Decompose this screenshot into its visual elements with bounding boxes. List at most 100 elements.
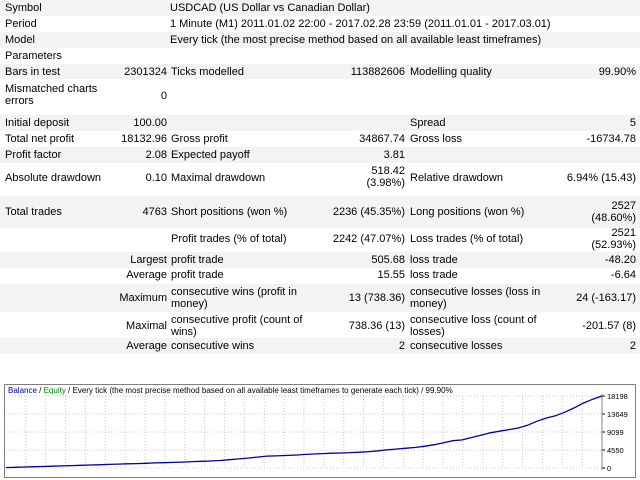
maximum-label: Maximum [119,292,167,304]
largest-label: Largest [130,254,167,266]
legend-separator: / [37,386,44,395]
maximal-consecutive-loss-label-line2: losses) [410,326,445,338]
ticks-label: Ticks modelled [171,66,244,78]
balance-chart: Balance / Equity / Every tick (the most … [4,384,636,478]
y-tick-label: 0 [607,464,611,473]
maximal-consecutive-profit-label-line1: consecutive profit (count of [171,314,303,326]
long-positions-label: Long positions (won %) [410,206,525,218]
absolute-drawdown-value: 0.10 [145,172,167,184]
max-consecutive-wins-label-line1: consecutive wins (profit in [171,286,297,298]
legend-equity: Equity [44,386,66,395]
max-consecutive-losses-label-line1: consecutive losses (loss in [410,286,541,298]
maximal-drawdown-value-line1: 518.42 [371,165,405,177]
quality-value: 99.90% [598,66,636,78]
parameters-label: Parameters [5,50,62,62]
maximal-drawdown-value-line2: (3.98%) [366,177,405,189]
long-positions-value-line1: 2527 [611,200,636,212]
quality-label: Modelling quality [410,66,492,78]
row-stripe [0,32,640,48]
average-consecutive-wins-label: consecutive wins [171,340,255,352]
spread-value: 5 [629,117,636,129]
row-stripe [0,147,640,163]
symbol-value: USDCAD (US Dollar vs Canadian Dollar) [170,2,370,14]
symbol-label: Symbol [5,2,42,14]
expected-payoff-label: Expected payoff [171,149,250,161]
balance-chart-svg: Balance / Equity / Every tick (the most … [4,384,636,478]
maximal-label: Maximal [126,320,167,332]
average-loss-value: -6.64 [610,269,636,281]
y-tick-label: 9099 [607,428,624,437]
relative-drawdown-value: 6.94% (15.43) [566,172,636,184]
period-label: Period [5,18,37,30]
balance-line [5,395,603,469]
y-tick-label: 4550 [607,446,624,455]
bars-value: 2301324 [124,66,167,78]
average-loss-label: loss trade [410,269,458,281]
net-profit-label: Total net profit [5,133,75,145]
row-stripe [0,115,640,131]
average-consecutive-losses-value: 2 [629,340,636,352]
short-positions-value: 2236 (45.35%) [332,206,405,218]
average-consecutive-losses-label: consecutive losses [410,340,503,352]
mismatch-value: 0 [160,90,167,102]
expected-payoff-value: 3.81 [383,149,405,161]
period-value: 1 Minute (M1) 2011.01.02 22:00 - 2017.02… [170,18,551,30]
average-consecutive-wins-value: 2 [398,340,405,352]
mismatch-label-line2: errors [5,95,34,107]
legend-balance: Balance [8,386,37,395]
net-profit-value: 18132.96 [121,133,167,145]
largest-loss-value: -48.20 [604,254,636,266]
legend-description: / Every tick (the most precise method ba… [66,386,453,395]
total-trades-value: 4763 [142,206,167,218]
largest-loss-label: loss trade [410,254,458,266]
gross-loss-value: -16734.78 [586,133,636,145]
loss-trades-label: Loss trades (% of total) [410,233,524,245]
row-stripe [0,196,640,228]
model-value: Every tick (the most precise method base… [170,34,542,46]
average-label: Average [126,269,167,281]
profit-factor-value: 2.08 [145,149,167,161]
maximal-consecutive-profit-label-line2: wins) [171,326,197,338]
deposit-value: 100.00 [133,117,167,129]
max-consecutive-losses-value: 24 (-163.17) [576,292,636,304]
maximal-consecutive-profit-value: 738.36 (13) [348,320,405,332]
max-consecutive-wins-value: 13 (738.36) [348,292,405,304]
largest-profit-value: 505.68 [371,254,405,266]
maximal-consecutive-loss-value: -201.57 (8) [582,320,636,332]
row-stripe [0,284,640,312]
average-consecutive-label: Average [126,340,167,352]
svg-text:Balance / Equity / Every tick: Balance / Equity / Every tick (the most … [8,386,453,395]
long-positions-value-line2: (48.60%) [591,212,636,224]
profit-trades-value: 2242 (47.07%) [332,233,405,245]
profit-factor-label: Profit factor [5,149,62,161]
loss-trades-value-line1: 2521 [611,227,636,239]
row-stripe [0,0,640,16]
gross-profit-label: Gross profit [171,133,228,145]
mismatch-label-line1: Mismatched charts [5,83,98,95]
bars-label: Bars in test [5,66,61,78]
average-profit-value: 15.55 [377,269,405,281]
ticks-value: 113882606 [350,66,405,78]
absolute-drawdown-label: Absolute drawdown [5,172,102,184]
spread-label: Spread [410,117,446,129]
deposit-label: Initial deposit [5,117,70,129]
max-consecutive-wins-label-line2: money) [171,298,208,310]
average-profit-label: profit trade [171,269,224,281]
profit-trades-label: Profit trades (% of total) [171,233,287,245]
largest-profit-label: profit trade [171,254,224,266]
short-positions-label: Short positions (won %) [171,206,288,218]
max-consecutive-losses-label-line2: money) [410,298,447,310]
model-label: Model [5,34,35,46]
relative-drawdown-label: Relative drawdown [410,172,503,184]
gross-profit-value: 34867.74 [359,133,405,145]
row-stripe [0,252,640,268]
gross-loss-label: Gross loss [410,133,462,145]
y-tick-label: 13649 [607,410,628,419]
loss-trades-value-line2: (52.93%) [591,239,636,251]
row-stripe [0,64,640,79]
total-trades-label: Total trades [5,206,62,218]
row-stripe [0,338,640,354]
maximal-drawdown-label: Maximal drawdown [171,172,266,184]
y-tick-label: 18198 [607,392,628,401]
maximal-consecutive-loss-label-line1: consecutive loss (count of [410,314,537,326]
